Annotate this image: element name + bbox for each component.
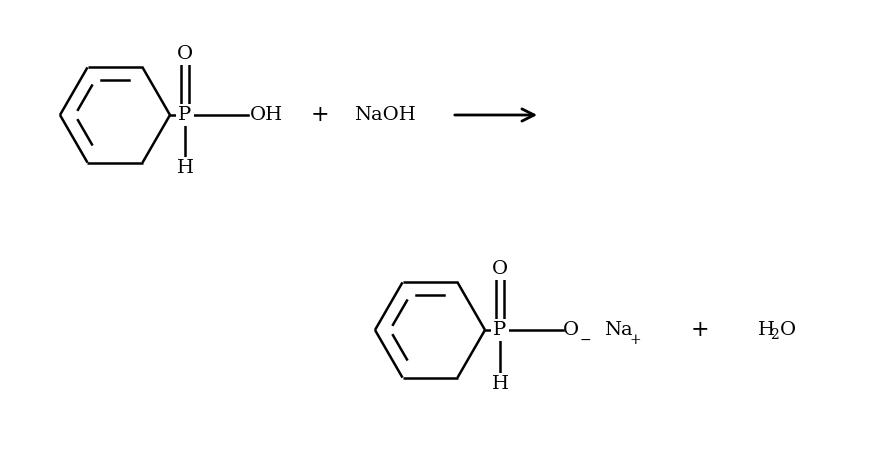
Text: Na: Na xyxy=(604,321,633,339)
Text: 2: 2 xyxy=(770,328,779,342)
Text: +: + xyxy=(311,104,330,126)
Text: P: P xyxy=(178,106,192,124)
Text: +: + xyxy=(629,333,641,347)
Text: P: P xyxy=(494,321,506,339)
Text: H: H xyxy=(492,375,509,393)
Text: O: O xyxy=(177,45,193,63)
Text: +: + xyxy=(691,319,710,341)
Text: O: O xyxy=(492,260,508,278)
Text: −: − xyxy=(579,333,590,347)
Text: O: O xyxy=(563,321,579,339)
Text: O: O xyxy=(780,321,797,339)
Text: OH: OH xyxy=(249,106,282,124)
Text: NaOH: NaOH xyxy=(354,106,416,124)
Text: H: H xyxy=(758,321,775,339)
Text: H: H xyxy=(177,159,194,177)
